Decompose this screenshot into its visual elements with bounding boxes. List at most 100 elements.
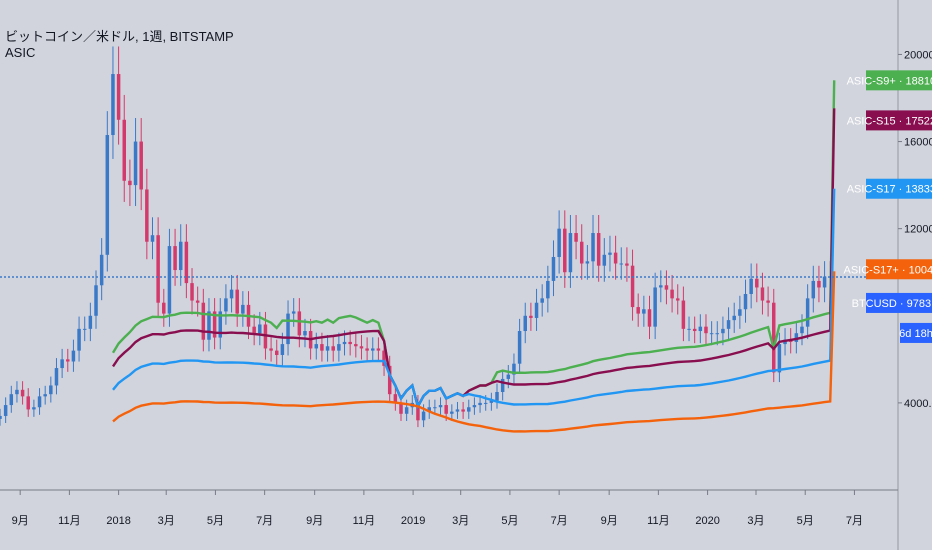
candle-body [630,265,635,308]
y-tick-label: 12000.00 [904,224,932,236]
candle-body [382,350,386,366]
candle-body [478,402,482,406]
candle-body [506,374,511,379]
x-tick-label: 5月 [207,515,224,527]
x-tick-label: 2020 [695,515,719,527]
x-tick-label: 3月 [747,515,764,527]
candle-body [817,280,821,288]
candle-body [77,328,81,351]
x-tick-label: 3月 [452,515,469,527]
candle-body [178,241,183,271]
candle-body [675,298,680,301]
candle-body [280,344,285,355]
candle-body [105,135,110,255]
candle-body [258,324,262,334]
candle-body [320,344,324,351]
candle-body [60,359,64,369]
candle-body [500,378,505,392]
candle-body [195,300,200,303]
candle-body [348,341,352,345]
x-tick-label: 11月 [647,515,669,527]
candle-body [743,294,748,310]
candle-body [145,189,149,242]
candle-body [167,246,172,314]
candle-body [794,333,799,342]
candle-body [342,341,347,345]
candle-body [602,254,607,266]
s17plus-price-tag-bg [866,259,932,280]
candle-body [26,396,30,410]
candle-body [150,235,155,242]
candle-body [585,261,590,264]
candle-body [71,350,76,362]
candle-body [568,233,573,273]
candle-body [704,326,708,334]
candle-body [399,402,403,414]
candle-body [15,389,19,395]
candle-body [314,344,319,349]
x-tick-label: 11月 [58,515,80,527]
candle-body [608,252,612,255]
x-tick-label: 9月 [601,515,618,527]
candle-body [133,141,138,186]
candle-body [162,302,166,314]
candle-body [540,298,544,303]
candle-body [173,246,177,271]
candle-body [291,311,296,314]
candle-body [224,298,228,312]
candle-body [156,235,160,303]
candle-body [687,328,691,330]
candle-body [534,302,539,318]
s9-price-tag-bg [866,70,932,91]
candle-body [365,348,369,351]
asic-line-s15 [112,108,836,410]
candle-body [472,405,477,408]
x-tick-label: 5月 [501,515,518,527]
candle-body [596,233,601,266]
candle-body [517,331,522,364]
candle-body [286,313,290,345]
candle-body [359,346,364,349]
candle-body [438,405,443,408]
s17-price-tag-bg [866,178,932,199]
candle-body [337,344,341,351]
candle-body [190,283,194,301]
candle-body [99,254,104,286]
candle-body [698,326,703,332]
candle-body [416,402,420,421]
s15-price-tag: ASIC-S15 · 17522.97 [847,115,932,127]
candle-body [427,407,431,412]
candle-body [212,311,217,338]
candle-body [229,289,234,299]
candle-body [20,389,25,397]
s9-price-tag: ASIC-S9+ · 18810.96 [847,75,932,87]
candle-body [331,346,335,351]
candle-body [9,394,14,406]
candle-body [450,411,454,414]
x-tick-label: 11月 [353,515,375,527]
candle-body [116,74,121,120]
candle-body [66,359,70,362]
candle-body [461,409,465,412]
candle-body [122,119,127,181]
candle-body [726,320,731,329]
candle-body [201,302,206,340]
candle-body [670,289,674,299]
countdown-bg [900,322,932,343]
candle-body [444,405,448,414]
candle-body [721,328,725,334]
candle-body [49,385,53,395]
candle-body [512,363,516,375]
candle-body [376,348,381,351]
candle-body [88,315,93,329]
candle-body [274,350,279,355]
price-tags: ASIC-S9+ · 18810.96 ASIC-S15 · 17522.97 AS… [844,70,932,343]
x-axis: 9月 11月 2018 3月 5月 7月 9月 11月 2019 3月 5月 7月 9月 11月 2020 3… [0,489,898,527]
candle-body [805,298,810,327]
y-tick-label: 16000.00 [904,137,932,149]
candle-body [297,311,302,336]
candle-body [495,392,499,401]
candle-body [625,263,629,266]
